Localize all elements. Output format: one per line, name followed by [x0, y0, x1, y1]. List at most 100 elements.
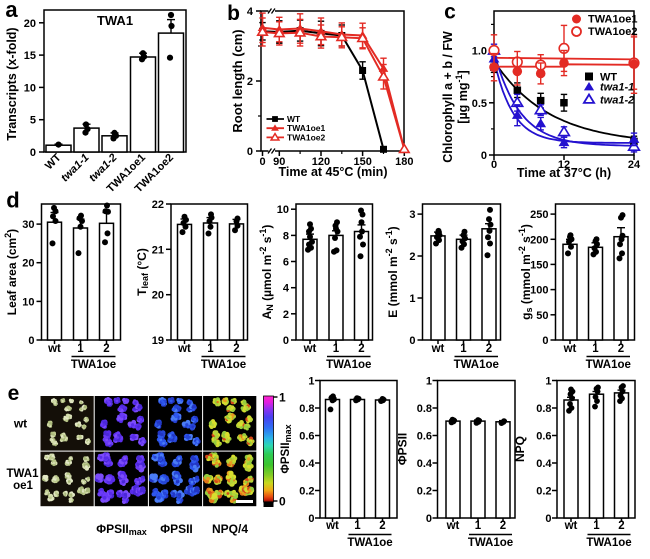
svg-text:20: 20: [152, 290, 164, 302]
svg-text:Root length (cm): Root length (cm): [230, 29, 245, 132]
svg-text:150: 150: [353, 156, 371, 168]
svg-text:0: 0: [247, 146, 253, 158]
svg-text:0.4: 0.4: [536, 458, 552, 470]
svg-text:1: 1: [460, 343, 467, 355]
svg-text:2: 2: [618, 343, 624, 355]
svg-text:1: 1: [545, 376, 551, 388]
svg-text:0.8: 0.8: [299, 403, 314, 415]
svg-text:2: 2: [409, 251, 415, 263]
svg-text:0.2: 0.2: [417, 486, 432, 498]
svg-text:2: 2: [379, 520, 385, 532]
svg-text:20: 20: [22, 258, 34, 270]
svg-text:wt: wt: [446, 520, 460, 532]
svg-text:E (mmol m-2 s-1): E (mmol m-2 s-1): [384, 226, 400, 317]
svg-text:2: 2: [233, 343, 239, 355]
svg-text:180: 180: [395, 156, 413, 168]
svg-text:1: 1: [77, 343, 84, 355]
svg-text:20: 20: [24, 18, 36, 30]
svg-text:0: 0: [426, 513, 432, 525]
svg-text:1: 1: [333, 343, 340, 355]
svg-text:0: 0: [409, 335, 415, 347]
svg-text:250: 250: [530, 209, 548, 221]
svg-text:19: 19: [152, 335, 164, 347]
svg-text:TWA1: TWA1: [97, 13, 133, 28]
svg-text:wt: wt: [303, 343, 317, 355]
svg-text:twa1-1: twa1-1: [600, 82, 634, 94]
svg-text:b: b: [227, 2, 240, 25]
svg-text:TWA1oe: TWA1oe: [468, 537, 513, 549]
svg-text:1: 1: [354, 520, 361, 532]
svg-text:TWA1oe: TWA1oe: [347, 537, 392, 549]
svg-text:4: 4: [283, 283, 290, 295]
svg-text:2: 2: [103, 343, 109, 355]
svg-text:c: c: [444, 1, 456, 24]
svg-text:0: 0: [30, 147, 36, 159]
svg-text:1: 1: [426, 376, 432, 388]
svg-text:0: 0: [545, 513, 551, 525]
svg-text:200: 200: [530, 234, 548, 246]
svg-text:22: 22: [152, 199, 164, 211]
svg-text:Transcripts (x-fold): Transcripts (x-fold): [5, 27, 19, 140]
svg-text:2: 2: [358, 343, 364, 355]
svg-text:e: e: [8, 382, 20, 405]
svg-text:8: 8: [283, 230, 289, 242]
svg-text:wt: wt: [563, 343, 577, 355]
svg-text:TWA1oe: TWA1oe: [326, 359, 371, 371]
svg-text:twa1-2: twa1-2: [600, 94, 634, 106]
svg-text:4: 4: [247, 6, 254, 18]
svg-text:oe1: oe1: [13, 480, 33, 492]
svg-text:TWA1oe2: TWA1oe2: [287, 132, 326, 142]
svg-text:12: 12: [558, 159, 570, 171]
svg-text:21: 21: [152, 244, 164, 256]
svg-text:0: 0: [308, 513, 314, 525]
svg-text:1.0: 1.0: [472, 46, 487, 58]
svg-text:0: 0: [259, 156, 265, 168]
svg-text:0: 0: [28, 335, 34, 347]
svg-text:10: 10: [22, 296, 34, 308]
svg-text:1: 1: [308, 376, 314, 388]
svg-text:wt: wt: [13, 417, 27, 431]
svg-text:0: 0: [481, 150, 487, 162]
svg-text:ΦPSII: ΦPSII: [160, 522, 193, 536]
svg-text:a: a: [5, 0, 18, 22]
svg-text:AN (µmol m-2 s-1): AN (µmol m-2 s-1): [258, 225, 275, 320]
svg-text:2: 2: [486, 343, 492, 355]
svg-text:wt: wt: [47, 343, 61, 355]
svg-text:wt: wt: [177, 343, 191, 355]
svg-text:15: 15: [24, 50, 36, 62]
svg-text:0: 0: [491, 159, 497, 171]
svg-text:0.5: 0.5: [472, 98, 487, 110]
svg-text:0.2: 0.2: [299, 486, 314, 498]
svg-text:0.4: 0.4: [299, 458, 315, 470]
svg-text:TWA1oe: TWA1oe: [586, 537, 631, 549]
svg-text:ΦPSIImax: ΦPSIImax: [96, 522, 147, 537]
svg-text:0: 0: [542, 335, 548, 347]
svg-text:120: 120: [312, 156, 330, 168]
svg-text:1: 1: [475, 520, 482, 532]
svg-text:twa1-1: twa1-1: [59, 152, 92, 185]
svg-text:NPQ: NPQ: [513, 436, 527, 462]
svg-text:NPQ/4: NPQ/4: [212, 522, 248, 536]
svg-text:Time at 37°C (h): Time at 37°C (h): [517, 166, 611, 180]
svg-text:6: 6: [283, 257, 289, 269]
svg-text:d: d: [6, 188, 19, 213]
svg-text:wt: wt: [431, 343, 445, 355]
svg-text:0.2: 0.2: [536, 486, 551, 498]
svg-text:Tleaf (°C): Tleaf (°C): [135, 248, 150, 296]
svg-text:2: 2: [247, 76, 253, 88]
svg-text:Time at 45°C (min): Time at 45°C (min): [279, 165, 388, 179]
svg-text:10: 10: [277, 204, 289, 216]
svg-text:0: 0: [283, 335, 289, 347]
svg-text:TWA1oe1: TWA1oe1: [588, 14, 638, 26]
svg-text:Leaf area (cm2): Leaf area (cm2): [3, 229, 19, 315]
svg-text:1: 1: [409, 293, 415, 305]
svg-text:0: 0: [279, 495, 286, 509]
svg-text:ΦPSIImax: ΦPSIImax: [280, 424, 293, 473]
svg-text:TWA1oe: TWA1oe: [454, 359, 499, 371]
svg-text:2: 2: [283, 309, 289, 321]
svg-text:TWA1oe1: TWA1oe1: [287, 123, 326, 133]
svg-text:Chlorophyll a + b / FW: Chlorophyll a + b / FW: [441, 31, 455, 163]
svg-text:0.6: 0.6: [417, 431, 432, 443]
svg-text:0.4: 0.4: [417, 458, 433, 470]
svg-text:1: 1: [207, 343, 214, 355]
